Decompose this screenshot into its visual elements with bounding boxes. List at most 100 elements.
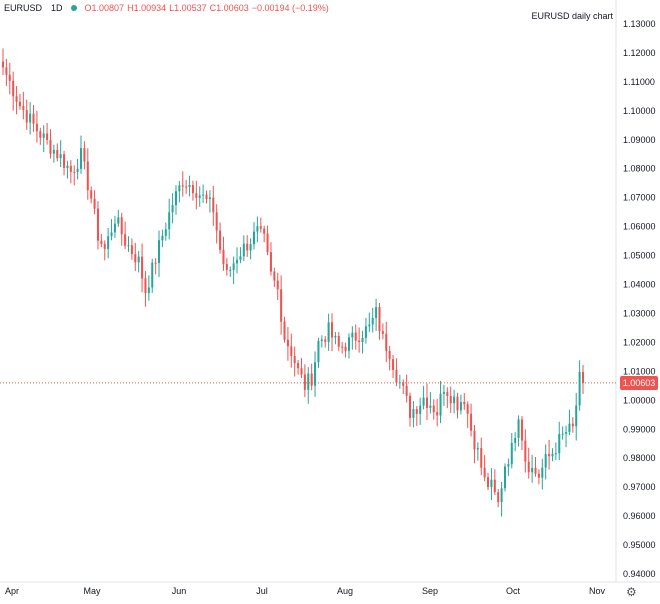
candle-body	[395, 369, 398, 383]
candle-body	[90, 190, 93, 199]
candle-body	[531, 468, 534, 473]
candle-body	[263, 228, 266, 234]
candle-body	[59, 154, 62, 159]
y-tick-label: 1.13000	[623, 19, 656, 29]
candle-body	[141, 256, 144, 279]
low-value: L1.00537	[169, 3, 207, 13]
y-tick-label: 1.04000	[623, 280, 656, 290]
candle-body	[330, 322, 334, 338]
last-price-tag: 1.00603	[620, 375, 658, 390]
candle-body	[283, 321, 286, 340]
interval-label[interactable]: 1D	[51, 3, 63, 13]
candle-body	[388, 351, 391, 360]
candle-body	[222, 249, 225, 264]
candle-body	[524, 440, 527, 462]
y-tick-label: 1.10000	[623, 106, 656, 116]
candle-body	[96, 208, 99, 241]
candle-body	[575, 405, 578, 427]
x-tick-label: May	[83, 586, 101, 596]
candle-body	[442, 392, 445, 394]
candle-body	[215, 212, 218, 231]
candle-body	[466, 404, 469, 414]
chart-title: EURUSD daily chart	[531, 11, 613, 21]
candle-body	[256, 226, 259, 232]
market-status-icon	[70, 5, 77, 11]
candle-body	[320, 339, 323, 341]
candle-body	[493, 479, 496, 493]
candle-body	[459, 401, 462, 411]
y-tick-label: 1.12000	[623, 48, 656, 58]
candle-body	[463, 401, 466, 405]
candle-body	[83, 148, 86, 162]
candle-body	[205, 194, 208, 199]
candle-body	[568, 423, 571, 433]
candle-body	[358, 340, 361, 342]
candle-body	[483, 467, 486, 478]
x-axis[interactable]: Apr May Jun Jul Aug Sep Oct Nov	[5, 586, 606, 596]
candle-body	[137, 256, 140, 263]
candle-body	[449, 396, 452, 404]
y-tick-label: 1.02000	[623, 337, 656, 347]
candle-body	[120, 217, 123, 235]
candle-body	[219, 230, 222, 250]
y-axis[interactable]: 1.13000 1.12000 1.11000 1.10000 1.09000 1.080…	[623, 19, 656, 579]
y-tick-label: 0.94000	[623, 569, 656, 579]
candle-body	[392, 359, 395, 370]
candle-body	[354, 332, 357, 341]
candle-body	[164, 229, 167, 236]
candle-body	[12, 80, 15, 97]
candle-body	[46, 133, 49, 140]
candle-body	[439, 393, 442, 416]
candle-body	[107, 236, 110, 249]
candle-body	[558, 433, 561, 454]
candle-body	[527, 461, 530, 473]
y-tick-label: 1.06000	[623, 222, 656, 232]
candle-body	[303, 374, 306, 390]
y-tick-label: 1.01000	[623, 366, 656, 376]
candle-body	[432, 405, 435, 413]
candle-body	[293, 356, 296, 364]
change-value: −0.00194 (−0.19%)	[251, 3, 329, 13]
x-tick-label: Jun	[172, 586, 187, 596]
candle-body	[378, 307, 381, 332]
candle-body	[368, 324, 371, 327]
candle-body	[436, 412, 439, 416]
candle-body	[520, 419, 523, 441]
close-value: C1.00603	[209, 3, 249, 13]
candle-body	[191, 185, 194, 194]
candle-body	[507, 464, 510, 467]
candle-body	[276, 280, 279, 290]
candle-body	[69, 165, 72, 172]
candle-body	[554, 453, 557, 455]
gear-icon[interactable]: ⚙	[626, 585, 637, 599]
candle-body	[195, 193, 198, 198]
candle-body	[364, 326, 367, 338]
candle-body	[470, 413, 473, 431]
candle-body	[42, 133, 45, 138]
candle-body	[476, 447, 479, 450]
candle-body	[151, 262, 154, 288]
candle-body	[76, 168, 79, 172]
candle-body	[412, 409, 415, 419]
candle-body	[517, 419, 520, 438]
symbol-name[interactable]: EURUSD	[4, 3, 43, 13]
candle-body	[456, 396, 459, 411]
candle-body	[425, 397, 428, 408]
y-tick-label: 0.99000	[623, 424, 656, 434]
candle-body	[246, 243, 249, 251]
candle-body	[73, 171, 76, 173]
candle-body	[419, 405, 422, 414]
y-tick-label: 0.97000	[623, 482, 656, 492]
candle-body	[110, 232, 113, 237]
candle-body	[561, 433, 564, 435]
y-tick-label: 1.07000	[623, 193, 656, 203]
candle-body	[178, 185, 181, 192]
candle-body	[398, 382, 401, 384]
symbol-legend: EURUSD 1D O1.00807 H1.00934 L1.00537 C1.…	[4, 3, 329, 13]
candle-body	[103, 243, 106, 249]
x-tick-label: Jul	[256, 586, 268, 596]
candle-body	[581, 371, 585, 383]
candle-body	[286, 339, 289, 347]
